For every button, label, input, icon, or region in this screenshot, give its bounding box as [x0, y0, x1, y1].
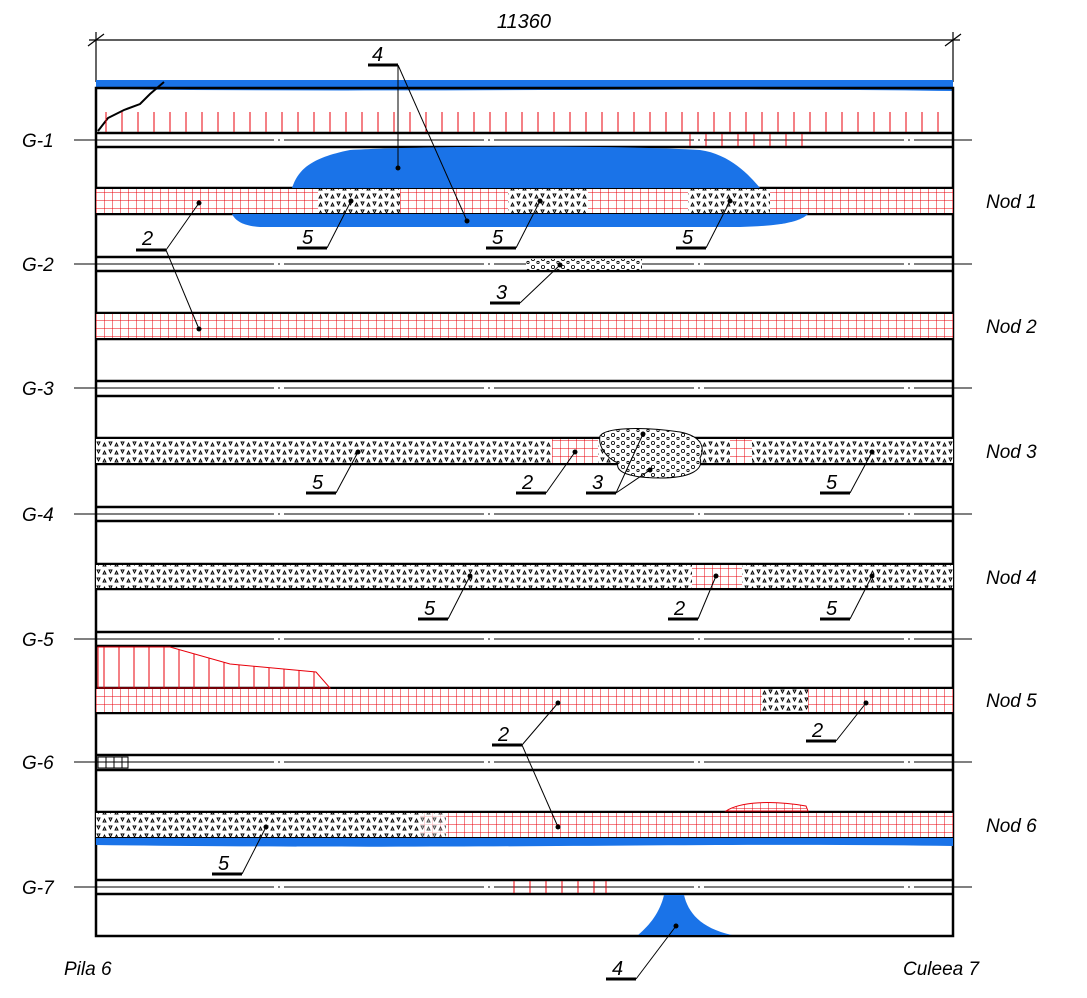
blue-strip-nod6: [96, 838, 953, 847]
g7-red-hatch: [513, 881, 607, 893]
node-label-3: Nod 3: [986, 442, 1037, 463]
leader-lines: [136, 63, 873, 981]
nod1-tri-b: [508, 189, 588, 213]
blue-spill-nod1: [232, 214, 808, 227]
callout-4-top: 4: [372, 44, 383, 66]
g6-small-grid: [97, 756, 129, 769]
nod2-red-grid: [96, 314, 953, 338]
girder-label-g6: G-6: [22, 753, 54, 774]
nod6-tri: [96, 813, 420, 837]
nod6-red: [420, 813, 953, 837]
footer-left-label: Pila 6: [64, 959, 112, 980]
callout-3-b: 3: [592, 472, 603, 494]
footer-right-label: Culeea 7: [903, 959, 980, 980]
node-label-1: Nod 1: [986, 192, 1037, 213]
g5-red-area: [97, 646, 332, 689]
nod3-tri: [96, 439, 953, 463]
callout-5-e: 5: [826, 472, 838, 494]
blue-spill-g1: [292, 146, 760, 188]
girder-label-g2: G-2: [22, 255, 54, 276]
node-label-4: Nod 4: [986, 568, 1037, 589]
callout-2-b: 2: [521, 472, 533, 494]
girder-label-g7: G-7: [22, 878, 55, 899]
nod1-tri-a: [318, 189, 400, 213]
callout-3-a: 3: [496, 282, 507, 304]
callout-5-f: 5: [424, 598, 436, 620]
nod3-circle-blob: [599, 428, 703, 479]
leader-dots: [196, 165, 875, 929]
callout-5-g: 5: [826, 598, 838, 620]
callout-5-d: 5: [312, 472, 324, 494]
callout-5-a: 5: [302, 227, 314, 249]
g2-circle-patch: [526, 259, 642, 270]
callout-2-a: 2: [141, 228, 153, 250]
nod5-red-grid: [96, 689, 953, 712]
callout-2-d: 2: [497, 724, 509, 746]
nod5-tri: [762, 689, 808, 712]
dimension-line: [87, 32, 962, 82]
nod6-tri-b: [420, 813, 446, 837]
girder-label-g3: G-3: [22, 379, 54, 400]
g5-red-hatch: [103, 647, 315, 688]
girder-frames: [94, 86, 955, 938]
dimension-label: 11360: [497, 11, 551, 33]
nod4-tri: [96, 565, 953, 588]
axis-lines: [74, 139, 972, 888]
girder-label-g4: G-4: [22, 505, 54, 526]
node-label-2: Nod 2: [986, 317, 1037, 338]
top-blue-strip: [96, 80, 953, 91]
callout-5-h: 5: [218, 853, 230, 875]
blue-spill-g7: [638, 895, 732, 935]
girder-label-g1: G-1: [22, 131, 54, 152]
nod3-red-b: [730, 439, 752, 463]
callout-4-bottom: 4: [612, 958, 623, 980]
g6-red-bump: [724, 802, 809, 812]
callout-2-c: 2: [673, 598, 685, 620]
red-vertical-hatch-g1: [105, 112, 939, 132]
girder-label-g5: G-5: [22, 630, 54, 651]
red-hatch-g1-lower: [689, 134, 803, 146]
callout-5-c: 5: [682, 227, 694, 249]
callout-2-e: 2: [811, 720, 823, 742]
callout-5-b: 5: [492, 227, 504, 249]
node-label-6: Nod 6: [986, 816, 1037, 837]
node-label-5: Nod 5: [986, 691, 1037, 712]
